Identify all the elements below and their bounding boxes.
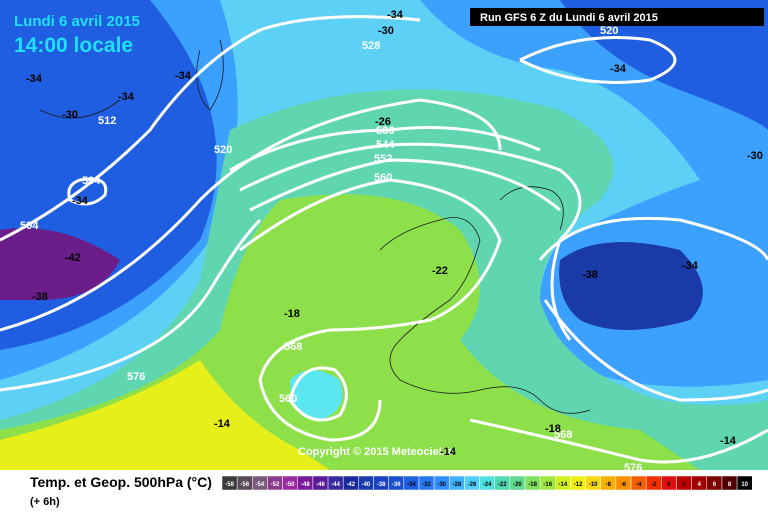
geopotential-label: 552: [374, 153, 392, 165]
geopotential-label: 568: [284, 341, 302, 353]
geopotential-label: 504: [20, 220, 39, 232]
contour: [519, 36, 677, 84]
temperature-label: -38: [582, 269, 598, 281]
scale-label: -10: [589, 482, 598, 488]
run-box: [470, 8, 764, 26]
scale-label: 2: [682, 482, 686, 488]
scale-label: -34: [407, 482, 416, 488]
scale-label: 4: [698, 482, 702, 488]
temperature-label: -18: [284, 308, 300, 320]
temperature-label: -18: [545, 423, 561, 435]
copyright: Copyright © 2015 Meteociel.fr: [298, 446, 454, 458]
scale-label: -54: [256, 482, 265, 488]
temperature-label: -34: [682, 260, 699, 272]
scale-label: -14: [559, 482, 568, 488]
color-scale: -58 -56 -54 -52 -50 -48 -46 -44 -42 -40 -38 -36 -34-…: [221, 475, 753, 491]
scale-label: -22: [498, 482, 507, 488]
coastline: [39, 39, 224, 119]
scale-label: -46: [316, 482, 325, 488]
scale-label: -20: [513, 482, 522, 488]
temperature-label: -22: [432, 265, 448, 277]
geopotential-label: 568: [554, 429, 572, 441]
local-time: 14:00 locale: [14, 34, 133, 57]
contour: [288, 366, 348, 422]
contour: [229, 126, 541, 172]
temperature-label: -26: [375, 116, 391, 128]
geopotential-label: 544: [376, 139, 395, 151]
geopotential-label: 512: [98, 115, 116, 127]
contour: [67, 177, 108, 206]
contour: [0, 15, 421, 242]
temperature-label: -14: [440, 446, 457, 458]
geopotential-label: 560: [279, 393, 297, 405]
geopotential-label: 560: [374, 172, 392, 184]
scale-label: -52: [271, 482, 280, 488]
temperature-label: -34: [610, 63, 627, 75]
scale-label: -48: [301, 482, 310, 488]
contour: [0, 218, 262, 392]
scale-label: 8: [728, 482, 732, 488]
scale-label: 0: [667, 482, 671, 488]
scale-swatch: [736, 475, 753, 491]
scale-label: -24: [483, 482, 492, 488]
date: Lundi 6 avril 2015: [14, 13, 140, 30]
contour: [239, 178, 502, 442]
scale-label: -18: [528, 482, 537, 488]
geopotential-label: 528: [362, 40, 380, 52]
scale-label: -36: [392, 482, 401, 488]
scale-label: -42: [346, 482, 355, 488]
scale-label: -2: [651, 482, 657, 488]
geopotential-label: 536: [376, 125, 394, 137]
scale-label: 10: [741, 482, 748, 488]
contour: [0, 98, 502, 332]
scale-label: -8: [606, 482, 612, 488]
footer-title: Temp. et Geop. 500hPa (°C): [30, 474, 212, 490]
scale-label: -44: [331, 482, 340, 488]
temperature-label: -30: [747, 150, 763, 162]
fill-42: [0, 228, 120, 300]
temperature-label: -34: [118, 91, 135, 103]
geopotential-label: 520: [214, 144, 232, 156]
run-info: Run GFS 6 Z du Lundi 6 avril 2015: [480, 12, 658, 24]
scale-label: -28: [452, 482, 461, 488]
scale-label: -38: [377, 482, 386, 488]
scale-label: -30: [437, 482, 446, 488]
temperature-label: -30: [378, 25, 394, 37]
scale-label: -58: [225, 482, 234, 488]
scale-label: -6: [621, 482, 627, 488]
fill-14: [0, 360, 330, 470]
scale-label: 6: [713, 482, 717, 488]
temperature-label: -30: [62, 109, 78, 121]
temperature-label: -34: [175, 70, 192, 82]
scale-label: -12: [574, 482, 583, 488]
temperature-label: -34: [26, 73, 43, 85]
temperature-label: -34: [387, 9, 404, 21]
geopotential-label: 504: [82, 175, 101, 187]
temperature-label: -34: [72, 195, 89, 207]
lead-time: (+ 6h): [30, 496, 60, 508]
geopotential-label: 520: [600, 25, 618, 37]
contour: [239, 142, 582, 341]
scale-label: -50: [286, 482, 295, 488]
scale-label: -4: [636, 482, 642, 488]
fill-38: [559, 242, 703, 330]
scale-label: -32: [422, 482, 431, 488]
contour: [249, 158, 561, 212]
scale-label: -40: [362, 482, 371, 488]
temperature-label: -42: [65, 252, 81, 264]
temperature-label: -14: [720, 435, 737, 447]
geopotential-label: 576: [127, 371, 145, 383]
temperature-label: -38: [32, 291, 48, 303]
scale-label: -56: [240, 482, 249, 488]
scale-label: -16: [543, 482, 552, 488]
fill-cold-pool: [290, 370, 343, 420]
scale-label: -26: [468, 482, 477, 488]
contour: [469, 418, 768, 464]
temperature-label: -14: [214, 418, 231, 430]
contour: [538, 216, 768, 402]
